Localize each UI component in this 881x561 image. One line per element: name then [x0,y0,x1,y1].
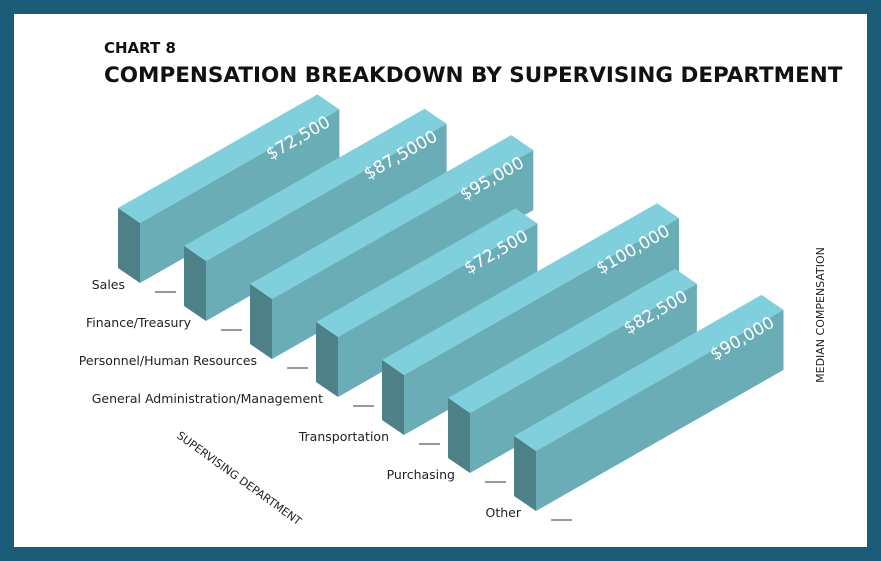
bar-top [184,108,447,261]
category-label: Other [486,505,522,520]
bar-top [514,294,784,451]
bar-end [382,360,404,435]
bar-top [118,94,340,224]
bar-end [448,398,470,473]
bar [184,108,447,321]
category-label: Finance/Treasury [86,315,192,330]
bar-end [118,208,140,283]
category-label: General Administration/Management [92,391,323,406]
category-label: Transportation [298,429,389,444]
chart-subtitle: CHART 8 [104,39,176,57]
bar-top [448,268,697,413]
bar [316,208,538,397]
bar-top [382,203,679,375]
chart-title: COMPENSATION BREAKDOWN BY SUPERVISING DE… [104,63,843,88]
category-label: Sales [92,277,125,292]
bar [382,203,679,435]
bar-front [272,150,534,359]
category-label: Purchasing [387,467,455,482]
bar-end [316,322,338,397]
bar-end [514,436,536,511]
bar-top [316,208,538,337]
bar [514,294,784,511]
bar-front [404,218,679,435]
bar-top [250,135,534,299]
category-label: Personnel/Human Resources [79,353,257,368]
y-axis-label: MEDIAN COMPENSATION [814,247,827,383]
bar-front [470,283,697,473]
bar-front [338,223,538,397]
bar-end [184,246,206,321]
bar-end [250,284,272,359]
bar-front [206,123,447,321]
bar [250,135,534,359]
bar [118,94,340,284]
bar-front [140,109,340,284]
bar-front [536,309,784,511]
bar [448,268,697,473]
